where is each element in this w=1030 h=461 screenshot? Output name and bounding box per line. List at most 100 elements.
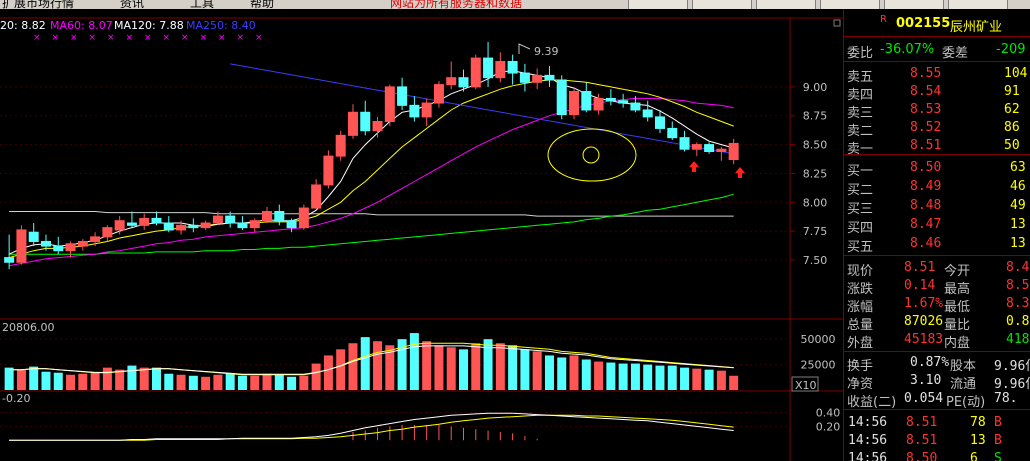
candle (716, 146, 727, 161)
candle (249, 218, 260, 233)
candle-body (409, 104, 420, 118)
price-axis: 9.00 8.75 8.50 8.25 8.00 7.75 7.50 50000 25000 0.… (790, 81, 840, 433)
stat-row: 总量 87026 量比 0.8 (847, 314, 1030, 333)
candle (77, 239, 88, 251)
stat-value: 87026 (904, 314, 944, 329)
stock-name: 辰州矿业 (950, 20, 1003, 35)
candle (139, 213, 150, 230)
toolbar-button-2[interactable] (692, 0, 752, 9)
fundamental-value: 78. (994, 391, 1018, 406)
volume-bar (680, 367, 690, 390)
candle (495, 52, 506, 83)
bid-row[interactable]: 买一 8.50 63 (844, 159, 1030, 179)
menu-item-tools[interactable]: 工具 (190, 0, 215, 9)
volume-unit-box (791, 376, 819, 392)
tick-volume: 6 (970, 451, 978, 461)
menu-notice: 网站为所有服务器和数据 (390, 0, 523, 9)
tick-time: 14:56 (848, 451, 888, 461)
chart-grid (0, 86, 790, 427)
ask-row[interactable]: 卖一 8.51 50 (844, 137, 1030, 157)
volume-bar (66, 374, 76, 390)
bid-price: 8.46 (910, 236, 942, 251)
volume-bar (434, 345, 444, 390)
candle-body (335, 134, 346, 157)
toolbar-button-6[interactable] (948, 0, 1008, 9)
ask-row[interactable]: 卖二 8.52 86 (844, 119, 1030, 139)
ask-row[interactable]: 卖五 8.55 104 (844, 65, 1030, 85)
candle (507, 54, 518, 85)
candle-body (298, 207, 309, 229)
bid-row[interactable]: 买二 8.49 46 (844, 178, 1030, 198)
menu-item-news[interactable]: 资讯 (120, 0, 145, 9)
candle-body (249, 220, 260, 229)
event-marker-icon: × (181, 33, 189, 43)
candle-body (139, 217, 150, 226)
toolbar-button-5[interactable] (884, 0, 944, 9)
candle (605, 89, 616, 106)
toolbar-button-4[interactable] (820, 0, 880, 9)
volume-tick-label: 25000 (801, 359, 836, 372)
menu-item-extended-market[interactable]: 扩展市场行情 (2, 0, 75, 9)
stat-row: 涨跌 0.14 最高 8.5 (847, 278, 1030, 297)
volume-bar (483, 339, 493, 390)
candle (618, 93, 629, 108)
weibi-row: 委比 -36.07% 委差 -209 (847, 42, 1026, 61)
tick-row: 14:56 8.51 78 B (844, 414, 1030, 432)
ask-volume: 104 (1004, 66, 1028, 81)
volume-bar (630, 363, 640, 390)
stat-value: 0.14 (904, 278, 936, 293)
volume-bar (262, 373, 272, 390)
volume-bar (471, 343, 481, 390)
volume-bar (692, 368, 702, 390)
tick-volume: 78 (970, 415, 986, 430)
bid-row[interactable]: 买五 8.46 13 (844, 235, 1030, 255)
event-marker-icon: × (163, 33, 171, 43)
candle (433, 81, 444, 108)
stat-row: 外盘45183内盘4184 (844, 331, 1030, 351)
candle (532, 68, 543, 90)
tick-price: 8.51 (906, 415, 938, 430)
stat-row: 现价 8.51 今开 8.4 (847, 260, 1030, 279)
candle (298, 204, 309, 230)
candle (642, 100, 653, 122)
candle (446, 61, 457, 90)
ask-row[interactable]: 卖三 8.53 62 (844, 101, 1030, 121)
volume-bar (311, 363, 321, 390)
volume-bar (176, 374, 186, 390)
volume-tick-label: 50000 (801, 333, 836, 346)
candle-body (102, 227, 113, 238)
toolbar-button-3[interactable] (756, 0, 816, 9)
volume-bar (373, 341, 383, 390)
fundamental-value: 9.96亿 (994, 377, 1030, 392)
bid-level-label: 买一 (847, 164, 874, 179)
volume-bar (53, 372, 63, 390)
candle-body (654, 116, 665, 129)
volume-bar (336, 349, 346, 390)
candle (188, 218, 199, 233)
candle (667, 121, 678, 140)
candle-body (458, 77, 469, 88)
ask-level-label: 卖三 (847, 106, 874, 121)
high-marker-icon (518, 43, 531, 54)
candle (16, 225, 27, 265)
volume-bars (4, 333, 739, 390)
candle-body (667, 127, 678, 139)
fundamental-value: 0.87% (910, 355, 950, 370)
bid-row[interactable]: 买三 8.48 49 (844, 197, 1030, 217)
ask-price: 8.55 (910, 66, 942, 81)
kline-chart-area[interactable]: 9.00 8.75 8.50 8.25 8.00 7.75 7.50 50000 25000 0.… (0, 9, 843, 461)
ask-row[interactable]: 卖四 8.54 91 (844, 83, 1030, 103)
candle-body (372, 121, 383, 132)
volume-bar (618, 363, 628, 390)
osc-tick-label: 0.20 (816, 420, 841, 433)
oscillator-lines (9, 412, 734, 441)
menu-item-help[interactable]: 帮助 (250, 0, 275, 9)
weibi-value: -36.07% (880, 42, 935, 57)
bid-row[interactable]: 买四 8.47 13 (844, 216, 1030, 236)
candle (421, 98, 432, 127)
volume-bar (459, 349, 468, 390)
candle (691, 142, 702, 157)
toolbar-button-1[interactable] (628, 0, 688, 9)
candle-body (728, 142, 739, 161)
candle (176, 220, 187, 235)
